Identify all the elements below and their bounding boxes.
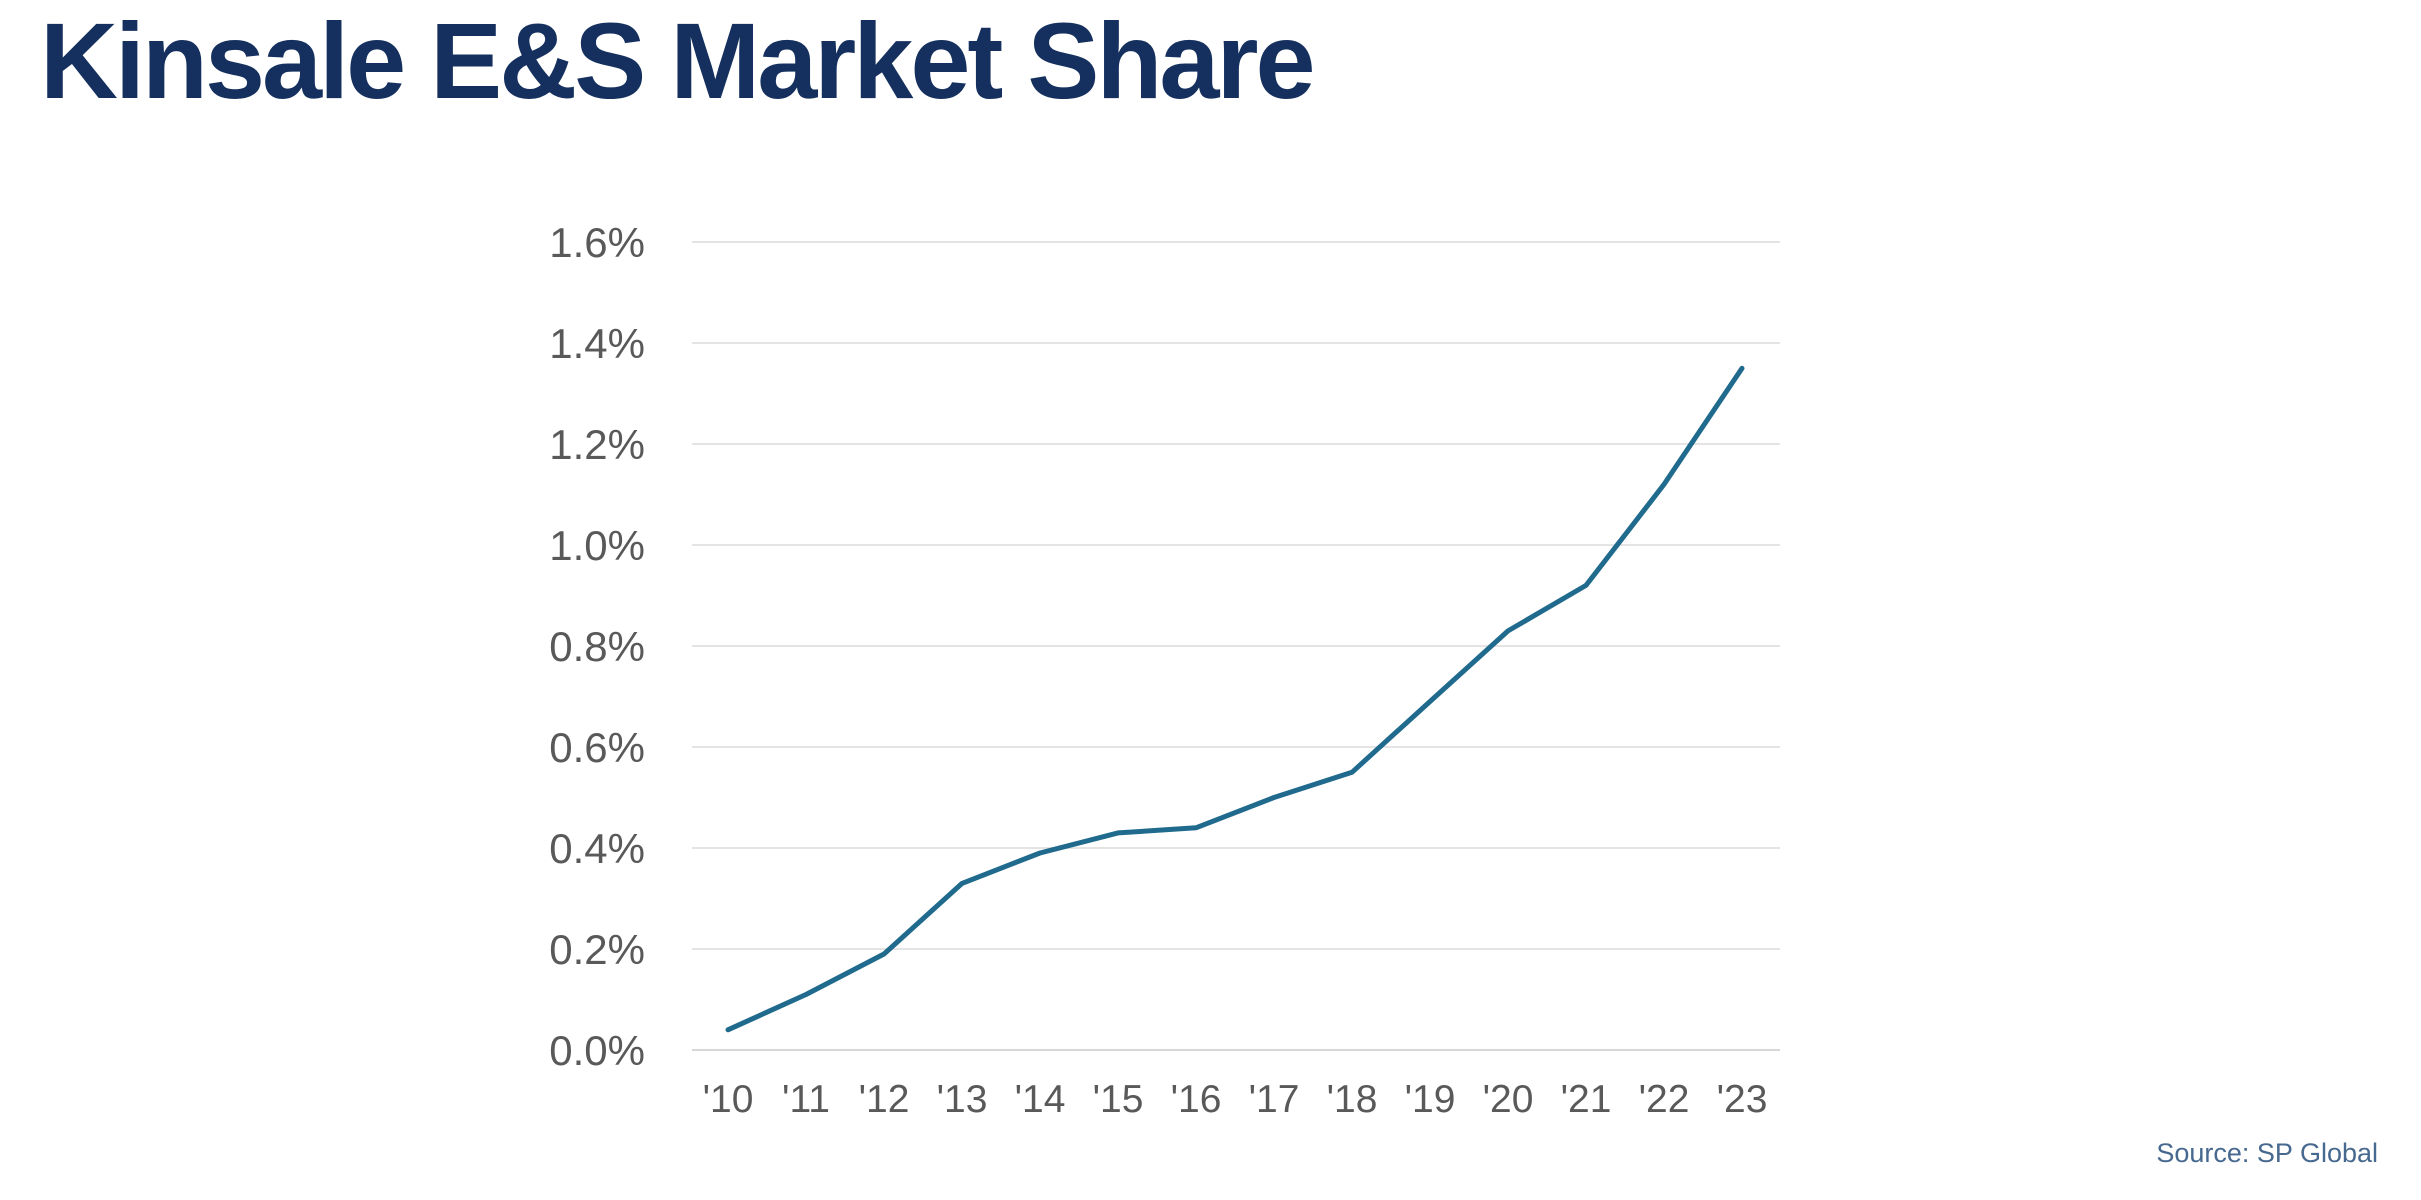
x-tick-label: '15: [1093, 1078, 1144, 1121]
page-title: Kinsale E&S Market Share: [40, 0, 1316, 121]
x-tick-label: '22: [1639, 1078, 1690, 1121]
x-tick-label: '10: [703, 1078, 754, 1121]
x-tick-label: '23: [1717, 1078, 1768, 1121]
y-tick-label: 1.2%: [549, 421, 645, 468]
x-tick-label: '12: [859, 1078, 910, 1121]
x-tick-label: '21: [1561, 1078, 1612, 1121]
x-tick-label: '17: [1249, 1078, 1300, 1121]
x-axis-labels: '10 '11 '12 '13 '14 '15 '16 '17 '18 '19 '20 '21 '22 '…: [703, 1078, 1768, 1121]
y-tick-label: 0.6%: [549, 724, 645, 771]
x-tick-label: '19: [1405, 1078, 1456, 1121]
y-tick-label: 1.6%: [549, 219, 645, 266]
x-tick-label: '20: [1483, 1078, 1534, 1121]
y-axis-labels: 0.0% 0.2% 0.4% 0.6% 0.8% 1.0% 1.2% 1.4% 1.6%: [549, 219, 645, 1074]
y-tick-label: 1.0%: [549, 522, 645, 569]
x-tick-label: '13: [937, 1078, 988, 1121]
y-tick-label: 0.0%: [549, 1027, 645, 1074]
y-tick-label: 1.4%: [549, 320, 645, 367]
x-tick-label: '11: [782, 1078, 830, 1121]
gridlines: [692, 241, 1780, 1051]
x-tick-label: '16: [1171, 1078, 1222, 1121]
market-share-line: [725, 365, 1745, 1033]
x-tick-label: '18: [1327, 1078, 1378, 1121]
y-tick-label: 0.4%: [549, 825, 645, 872]
y-tick-label: 0.8%: [549, 623, 645, 670]
x-tick-label: '14: [1015, 1078, 1066, 1121]
y-tick-label: 0.2%: [549, 926, 645, 973]
source-credit: Source: SP Global: [2156, 1138, 2378, 1168]
